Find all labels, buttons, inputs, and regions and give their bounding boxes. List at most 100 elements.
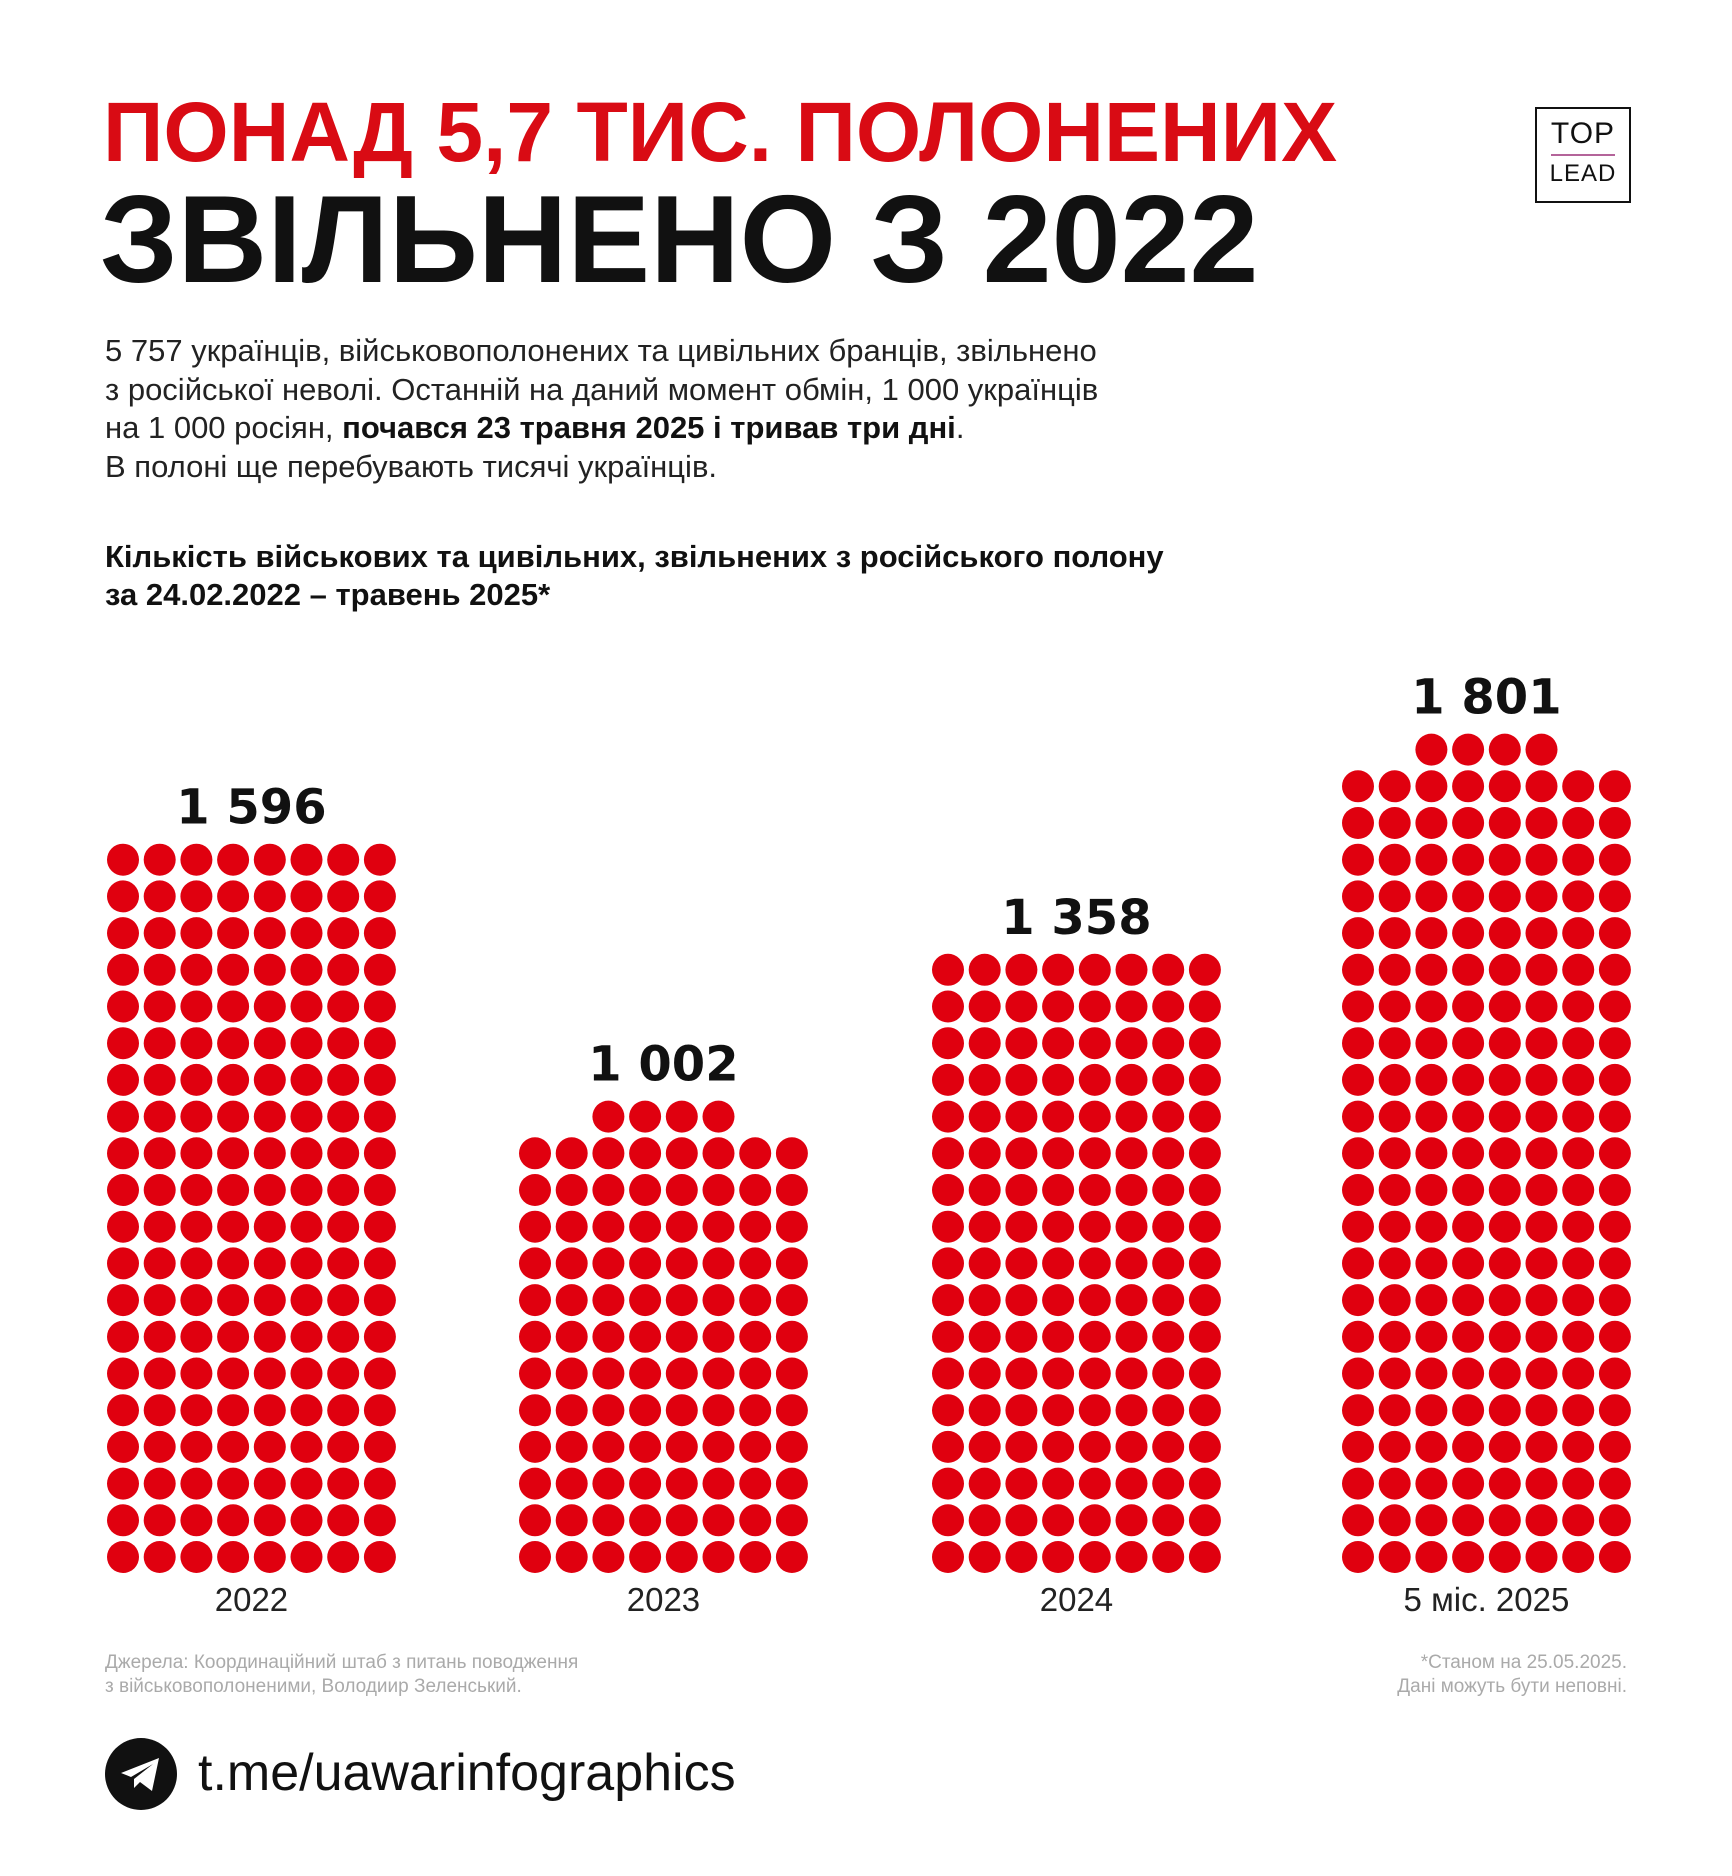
dot — [253, 1063, 286, 1096]
dot — [1488, 770, 1521, 803]
dot — [968, 1467, 1001, 1500]
dot — [932, 1027, 964, 1060]
dot — [592, 1467, 625, 1500]
dot — [1005, 1284, 1038, 1317]
dot — [702, 1541, 735, 1573]
dot — [1115, 1394, 1148, 1427]
dot — [629, 1137, 662, 1170]
dot — [1562, 770, 1595, 803]
dot — [1042, 1063, 1075, 1096]
dot — [180, 917, 213, 950]
dot — [143, 1284, 176, 1317]
dot — [1115, 1467, 1148, 1500]
dot — [1452, 917, 1485, 950]
dot — [1525, 1174, 1558, 1206]
dot — [1598, 1027, 1631, 1060]
dot — [1415, 990, 1448, 1023]
dot — [1188, 1541, 1221, 1573]
dot — [290, 1504, 323, 1537]
dot — [1415, 1100, 1448, 1133]
dot — [1598, 990, 1631, 1023]
dot — [775, 1284, 808, 1317]
dot — [739, 1210, 772, 1243]
dot — [1342, 1284, 1374, 1317]
dot — [1078, 1174, 1111, 1206]
dot — [739, 1137, 772, 1170]
dot — [1188, 1504, 1221, 1537]
dot — [519, 1137, 551, 1170]
dot — [555, 1284, 588, 1317]
dot — [665, 1100, 698, 1133]
dot — [702, 1357, 735, 1390]
dot — [1525, 1027, 1558, 1060]
dot — [1342, 807, 1374, 839]
dot — [1452, 1100, 1485, 1133]
dot — [519, 1284, 551, 1317]
note-line-1: *Станом на 25.05.2025. — [1420, 1652, 1627, 1673]
dot — [1005, 1541, 1038, 1573]
dot — [1562, 917, 1595, 950]
dot — [1005, 1100, 1038, 1133]
dot — [143, 953, 176, 986]
dot — [1525, 1137, 1558, 1170]
dot — [363, 843, 396, 876]
dot — [1452, 1210, 1485, 1243]
dot — [327, 880, 360, 913]
dot — [180, 953, 213, 986]
dot — [1115, 1541, 1148, 1573]
dot — [1488, 1357, 1521, 1390]
dot — [327, 1430, 360, 1463]
dot — [1005, 1320, 1038, 1353]
dot — [932, 1467, 964, 1500]
dot — [363, 1137, 396, 1170]
dot — [1188, 1174, 1221, 1206]
dot — [1525, 1320, 1558, 1353]
dot — [253, 1541, 286, 1573]
dot — [253, 1137, 286, 1170]
dot — [180, 1430, 213, 1463]
dot — [1188, 1357, 1221, 1390]
dot — [1188, 1210, 1221, 1243]
dot — [1452, 1504, 1485, 1537]
dot — [180, 843, 213, 876]
dot — [1525, 1394, 1558, 1427]
data-note: *Станом на 25.05.2025. Дані можуть бути … — [1397, 1651, 1627, 1699]
dot — [932, 1210, 964, 1243]
dot — [107, 1284, 139, 1317]
dot — [519, 1357, 551, 1390]
dot — [1152, 1467, 1185, 1500]
dot — [1562, 1467, 1595, 1500]
dot — [327, 1541, 360, 1573]
dot — [180, 1210, 213, 1243]
dot — [739, 1467, 772, 1500]
chart-title-line-1: Кількість військових та цивільних, звіль… — [105, 539, 1164, 574]
dot — [253, 1320, 286, 1353]
dot — [290, 843, 323, 876]
telegram-link[interactable]: t.me/uawarinfographics — [198, 1744, 736, 1802]
dot — [1078, 1504, 1111, 1537]
dot — [555, 1137, 588, 1170]
dot — [363, 1063, 396, 1096]
dot — [1342, 1063, 1374, 1096]
dot — [253, 1430, 286, 1463]
dot — [1488, 1284, 1521, 1317]
dot — [702, 1247, 735, 1280]
value-label: 1 596 — [176, 780, 326, 836]
dot — [775, 1541, 808, 1573]
dot — [107, 990, 139, 1023]
dot — [968, 1210, 1001, 1243]
dot — [1115, 1284, 1148, 1317]
dot — [702, 1467, 735, 1500]
dot — [363, 1430, 396, 1463]
dot — [180, 1137, 213, 1170]
dot — [1152, 1320, 1185, 1353]
dot — [1598, 1284, 1631, 1317]
dot — [1525, 1504, 1558, 1537]
dot — [1115, 1430, 1148, 1463]
dot — [932, 1063, 964, 1096]
dot — [592, 1320, 625, 1353]
bar-2022 — [107, 843, 396, 1573]
dot — [1342, 1357, 1374, 1390]
dot — [1598, 917, 1631, 950]
dot — [1378, 1137, 1411, 1170]
